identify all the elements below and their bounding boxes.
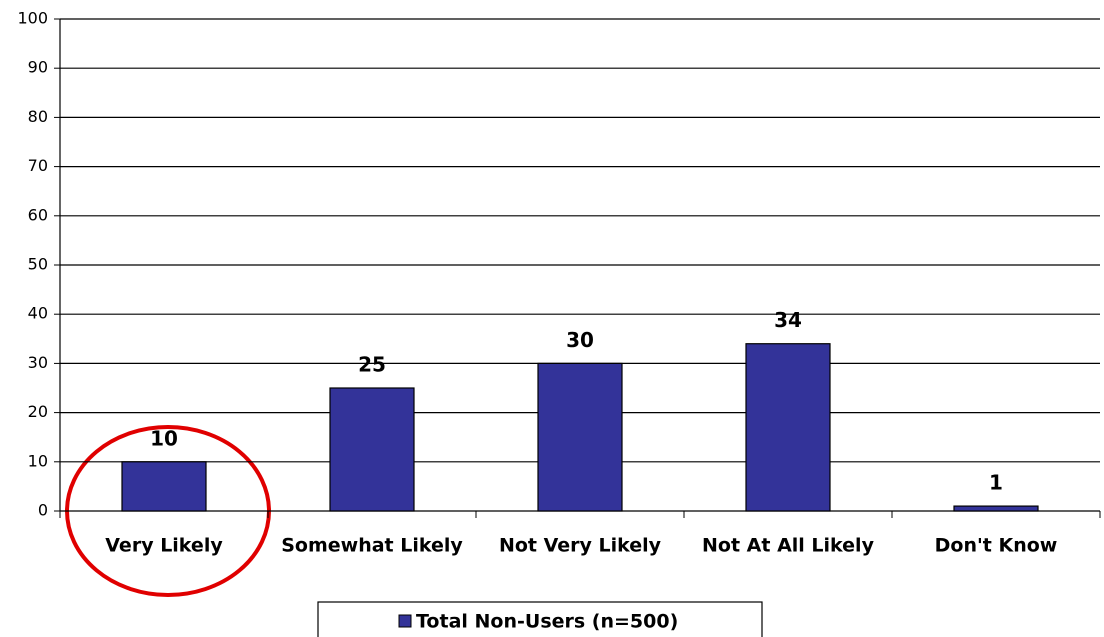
bar <box>745 343 831 512</box>
data-label: 34 <box>774 308 802 332</box>
bar <box>329 387 415 512</box>
x-tick-label: Very Likely <box>105 535 223 557</box>
y-tick-label: 80 <box>28 107 48 126</box>
x-tick-label: Somewhat Likely <box>281 535 463 557</box>
y-tick-label: 0 <box>38 501 48 520</box>
y-tick-label: 50 <box>28 255 48 274</box>
y-tick-label: 100 <box>17 9 48 28</box>
legend-label: Total Non-Users (n=500) <box>416 611 678 633</box>
y-tick-label: 60 <box>28 205 48 224</box>
bar <box>537 362 623 512</box>
data-label: 30 <box>566 328 594 352</box>
x-tick-label: Not At All Likely <box>702 535 875 557</box>
y-tick-label: 10 <box>28 451 48 470</box>
y-tick-label: 20 <box>28 402 48 421</box>
data-label: 1 <box>989 471 1003 495</box>
legend-box <box>317 601 763 637</box>
bar <box>953 505 1039 512</box>
data-label: 10 <box>150 426 178 450</box>
y-tick-label: 70 <box>28 156 48 175</box>
x-tick-label: Not Very Likely <box>499 535 662 557</box>
y-tick-label: 40 <box>28 304 48 323</box>
data-label: 25 <box>358 353 386 377</box>
y-tick-label: 30 <box>28 353 48 372</box>
x-tick-label: Don't Know <box>935 535 1058 557</box>
legend-swatch <box>398 614 412 628</box>
bar <box>121 461 207 512</box>
y-tick-label: 90 <box>28 58 48 77</box>
